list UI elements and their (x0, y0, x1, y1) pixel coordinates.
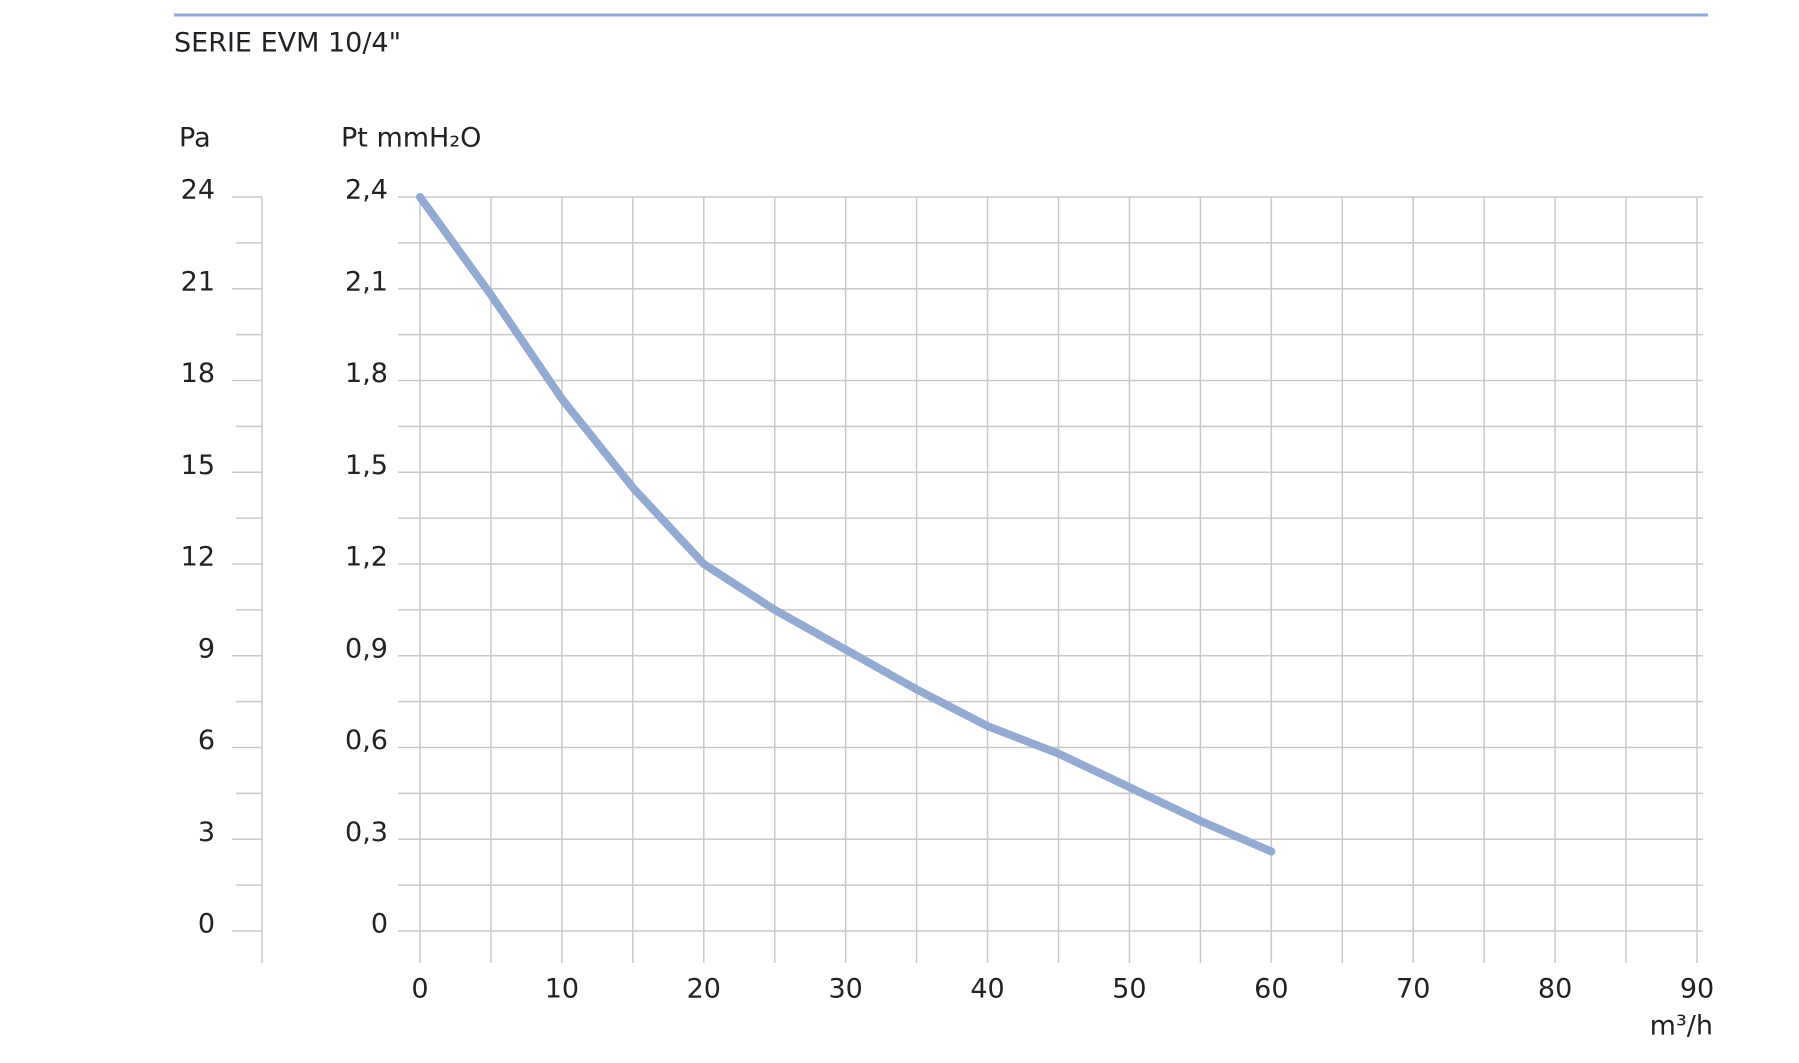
chart-title: SERIE EVM 10/4" (174, 28, 401, 59)
data-line (416, 193, 1276, 856)
y-tick-label: 0,9 (345, 633, 388, 664)
y-axis-label: Pt mmH₂O (341, 123, 481, 154)
y2-tick-label: 6 (198, 725, 215, 756)
y-tick-label: 1,2 (345, 542, 388, 573)
x-tick-label: 20 (687, 974, 721, 1005)
x-tick-label: 10 (545, 974, 579, 1005)
x-tick-label: 0 (411, 974, 428, 1005)
y2-tick-label: 21 (181, 266, 215, 297)
y-tick-label: 1,8 (345, 358, 388, 389)
y-tick-label: 0,6 (345, 725, 388, 756)
x-tick-label: 50 (1112, 974, 1146, 1005)
x-axis-label: m³/h (1650, 1011, 1713, 1042)
y2-tick-label: 3 (198, 817, 215, 848)
y2-tick-label: 0 (198, 909, 215, 940)
y-tick-label: 0 (371, 909, 388, 940)
y-tick-label: 2,1 (345, 266, 388, 297)
y-tick-label: 1,5 (345, 450, 388, 481)
y2-axis-label: Pa (179, 123, 211, 154)
x-tick-label: 80 (1538, 974, 1572, 1005)
x-tick-label: 60 (1254, 974, 1288, 1005)
y2-tick-label: 12 (181, 542, 215, 573)
x-tick-label: 90 (1680, 974, 1714, 1005)
y2-tick-label: 15 (181, 450, 215, 481)
y2-tick-label: 18 (181, 358, 215, 389)
x-tick-label: 40 (970, 974, 1004, 1005)
x-tick-label: 30 (828, 974, 862, 1005)
y-tick-label: 0,3 (345, 817, 388, 848)
y-tick-label: 2,4 (345, 175, 388, 206)
x-tick-label: 70 (1396, 974, 1430, 1005)
y2-tick-label: 24 (181, 175, 215, 206)
y2-tick-label: 9 (198, 633, 215, 664)
